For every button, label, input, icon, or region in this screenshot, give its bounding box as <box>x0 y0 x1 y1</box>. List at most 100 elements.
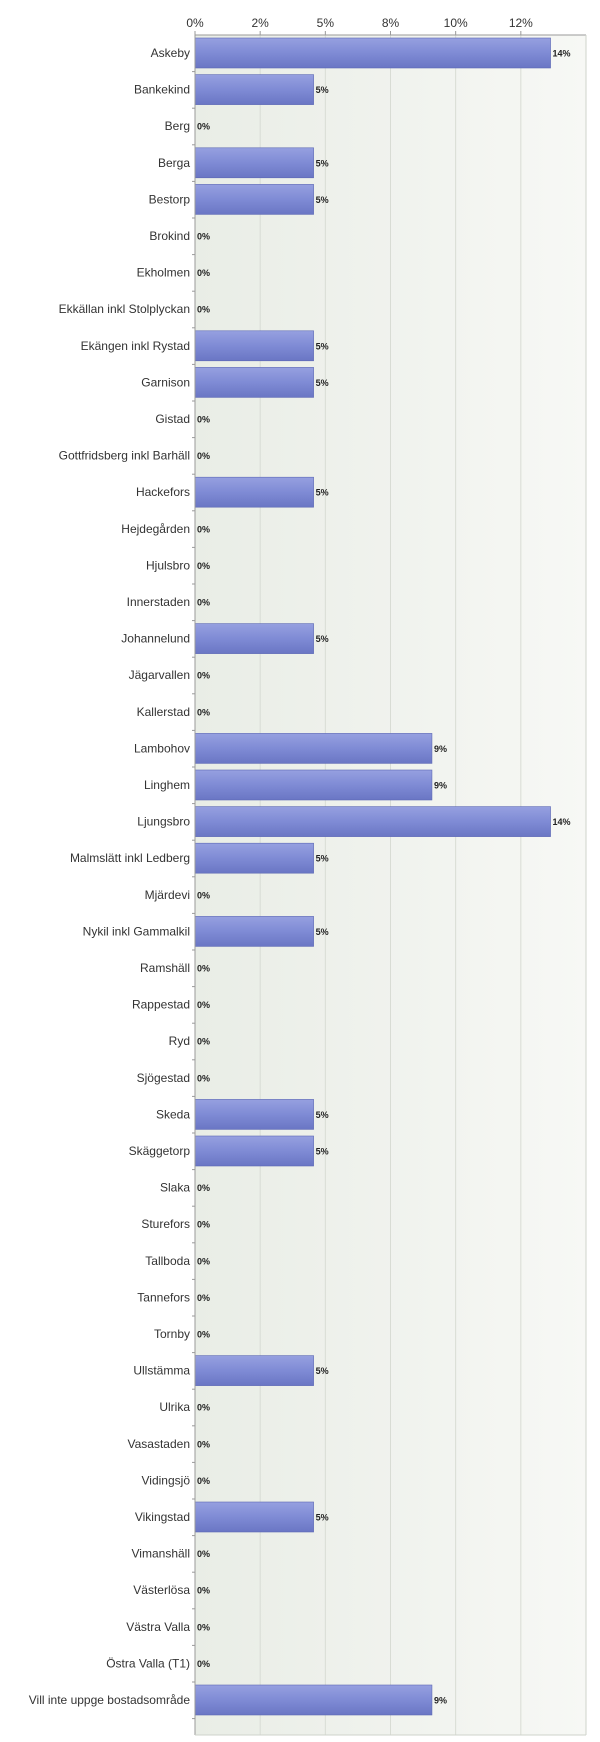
category-label: Gottfridsberg inkl Barhäll <box>59 449 190 463</box>
value-label: 0% <box>197 707 210 717</box>
bar <box>194 1684 433 1716</box>
value-label: 5% <box>316 195 329 205</box>
category-label: Östra Valla (T1) <box>106 1656 190 1670</box>
value-label: 5% <box>316 341 329 351</box>
value-label: 0% <box>197 524 210 534</box>
value-label: 0% <box>197 268 210 278</box>
category-label: Ljungsbro <box>137 815 190 829</box>
value-label: 0% <box>197 415 210 425</box>
category-label: Sjögestad <box>137 1071 190 1085</box>
category-label: Västerlösa <box>133 1583 190 1597</box>
value-label: 0% <box>197 598 210 608</box>
bar <box>194 1501 314 1533</box>
category-label: Vill inte uppge bostadsområde <box>29 1693 191 1707</box>
category-label: Malmslätt inkl Ledberg <box>70 851 190 865</box>
x-tick-label: 10% <box>444 16 468 30</box>
category-label: Ekängen inkl Rystad <box>81 339 190 353</box>
value-label: 0% <box>197 1183 210 1193</box>
category-label: Tallboda <box>145 1254 190 1268</box>
category-label: Ekholmen <box>137 266 190 280</box>
bar <box>194 733 433 764</box>
category-label: Hejdegården <box>121 522 190 536</box>
category-label: Ullstämma <box>133 1364 190 1378</box>
category-label: Berga <box>158 156 190 170</box>
value-label: 14% <box>553 49 571 59</box>
bars <box>194 37 551 1716</box>
category-label: Bestorp <box>149 192 191 206</box>
value-label: 0% <box>197 1330 210 1340</box>
value-label: 0% <box>197 305 210 315</box>
category-label: Ryd <box>169 1034 190 1048</box>
value-label: 5% <box>316 634 329 644</box>
category-label: Slaka <box>160 1181 190 1195</box>
bar <box>194 37 551 69</box>
value-label: 5% <box>316 378 329 388</box>
value-label: 5% <box>316 1147 329 1157</box>
bar <box>194 623 314 654</box>
category-label: Hjulsbro <box>146 558 190 572</box>
value-label: 0% <box>197 1000 210 1010</box>
category-label: Innerstaden <box>127 595 190 609</box>
value-label: 5% <box>316 488 329 498</box>
category-label: Vimanshäll <box>132 1547 190 1561</box>
bar <box>194 806 551 837</box>
bar <box>194 367 314 398</box>
bar <box>194 74 314 105</box>
bar <box>194 916 314 947</box>
bar <box>194 476 314 508</box>
category-label: Skäggetorp <box>129 1144 191 1158</box>
value-label: 5% <box>316 927 329 937</box>
bar <box>194 330 314 362</box>
category-label: Nykil inkl Gammalkil <box>83 924 190 938</box>
x-tick-labels: 0% 2% 5% 8% 10% 12% <box>186 16 533 35</box>
x-tick-label: 5% <box>317 16 335 30</box>
category-label: Garnison <box>141 375 190 389</box>
category-label: Askeby <box>151 46 190 60</box>
value-label: 14% <box>553 817 571 827</box>
value-label: 9% <box>434 744 447 754</box>
grid-lines <box>259 35 522 1735</box>
value-label: 5% <box>316 1366 329 1376</box>
bar <box>194 769 433 801</box>
value-labels: 14% 5% 0% 5% 5% 0% 0% 0% 5% 5% 0% 0% 5% 0% 0% 0% 5% 0% 0% 9… <box>197 49 571 1706</box>
bar <box>194 1099 314 1130</box>
value-label: 5% <box>316 85 329 95</box>
x-tick-label: 12% <box>509 16 533 30</box>
value-label: 0% <box>197 671 210 681</box>
bar <box>194 842 314 874</box>
value-label: 0% <box>197 1220 210 1230</box>
category-label: Ramshäll <box>140 961 190 975</box>
bar <box>194 184 314 215</box>
category-label: Gistad <box>155 412 190 426</box>
category-label: Lambohov <box>134 741 190 755</box>
category-label: Berg <box>165 119 190 133</box>
value-label: 9% <box>434 781 447 791</box>
x-tick-label: 2% <box>251 16 269 30</box>
value-label: 0% <box>197 451 210 461</box>
category-label: Ekkällan inkl Stolplyckan <box>59 302 190 316</box>
category-label: Kallerstad <box>137 705 190 719</box>
x-tick-label: 0% <box>186 16 204 30</box>
value-label: 0% <box>197 1549 210 1559</box>
category-label: Vidingsjö <box>142 1473 191 1487</box>
category-label: Brokind <box>149 229 190 243</box>
value-label: 9% <box>434 1696 447 1706</box>
bar <box>194 147 314 179</box>
value-label: 0% <box>197 964 210 974</box>
category-label: Tannefors <box>137 1290 190 1304</box>
value-label: 0% <box>197 1256 210 1266</box>
bar <box>194 1135 314 1167</box>
category-label: Västra Valla <box>126 1620 190 1634</box>
value-label: 5% <box>316 1110 329 1120</box>
value-label: 0% <box>197 561 210 571</box>
category-label: Hackefors <box>136 485 190 499</box>
value-label: 5% <box>316 1513 329 1523</box>
category-label: Vikingstad <box>135 1510 190 1524</box>
category-label: Linghem <box>144 778 190 792</box>
value-label: 0% <box>197 890 210 900</box>
value-label: 0% <box>197 232 210 242</box>
bar <box>194 1355 314 1386</box>
category-label: Johannelund <box>121 632 190 646</box>
value-label: 0% <box>197 1293 210 1303</box>
